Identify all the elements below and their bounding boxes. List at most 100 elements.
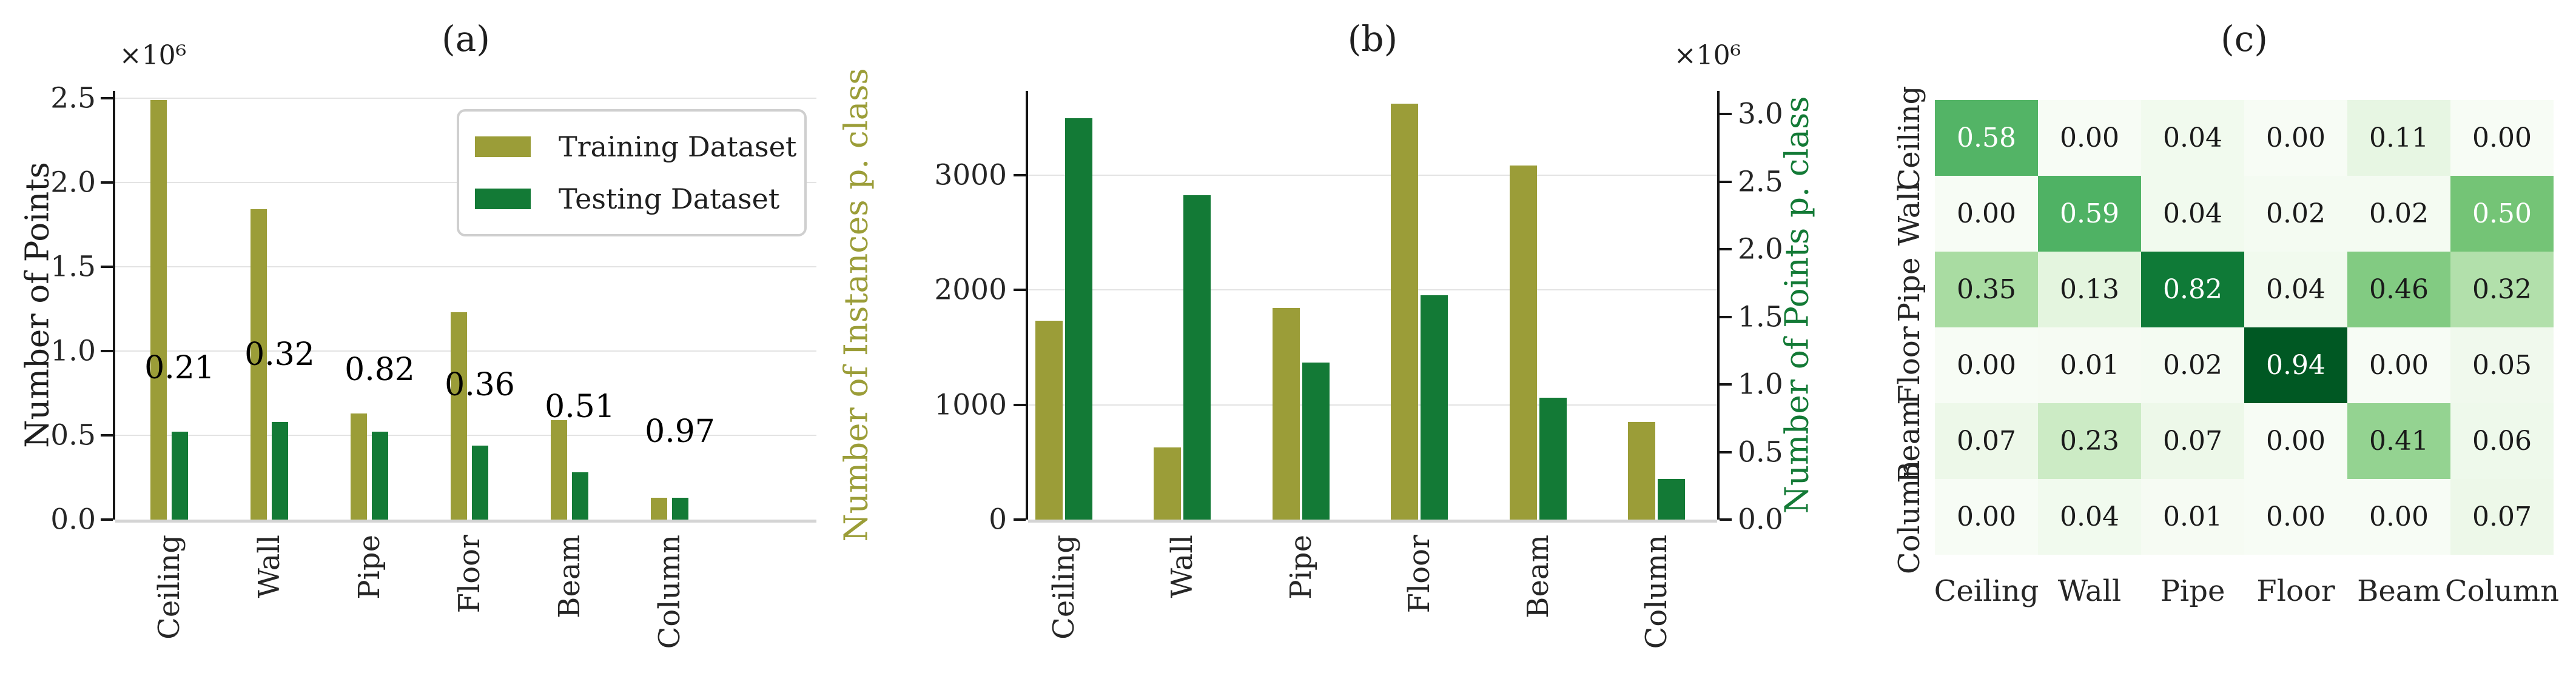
annotation-beam: 0.51 (545, 388, 615, 425)
training-dataset-label: Training Dataset (559, 130, 797, 164)
heatmap-cell-column-floor: 0.00 (2244, 479, 2347, 555)
left-y-tick-label: 0 (989, 503, 1007, 537)
x-tick-label-pipe: Pipe (1283, 535, 1318, 600)
x-tick-label-ceiling: Ceiling (152, 535, 186, 640)
heatmap-cell-wall-wall: 0.59 (2038, 176, 2141, 252)
y-axis-spine (113, 91, 115, 520)
heatmap-cell-floor-wall: 0.01 (2038, 327, 2141, 403)
panel-b-title: (b) (1347, 18, 1398, 59)
points-bar-floor (1421, 295, 1448, 520)
heatmap-cell-floor-ceiling: 0.00 (1935, 327, 2038, 403)
left-y-tick-mark (1014, 403, 1026, 406)
right-y-tick-mark (1720, 180, 1732, 183)
right-y-tick-mark (1720, 518, 1732, 521)
heatmap-col-label-pipe: Pipe (2160, 574, 2225, 608)
heatmap-col-label-floor: Floor (2256, 574, 2335, 608)
heatmap-cell-column-column: 0.07 (2450, 479, 2554, 555)
instances-bar-floor (1391, 104, 1419, 520)
training-bar-wall (251, 209, 267, 520)
x-tick-label-wall: Wall (252, 535, 286, 598)
y-tick-mark (101, 518, 113, 521)
legend: Training Dataset Testing Dataset (457, 109, 807, 236)
heatmap-cell-pipe-beam: 0.46 (2347, 252, 2450, 327)
gridline (1028, 289, 1717, 290)
right-y-tick-label: 2.5 (1738, 165, 1783, 198)
left-y-tick-label: 2000 (934, 273, 1007, 307)
heatmap-cell-beam-floor: 0.00 (2244, 403, 2347, 479)
right-y-tick-label: 0.5 (1738, 435, 1783, 469)
right-y-tick-mark (1720, 450, 1732, 453)
left-y-tick-label: 1000 (934, 388, 1007, 421)
y-tick-mark (101, 181, 113, 184)
annotation-wall: 0.32 (244, 336, 315, 373)
instances-bar-pipe (1272, 308, 1300, 520)
panel-b-exponent-label: ×10⁶ (1673, 40, 1741, 71)
gridline (1028, 174, 1717, 176)
heatmap-cell-beam-wall: 0.23 (2038, 403, 2141, 479)
heatmap-row-label-wall: Wall (1892, 182, 1926, 246)
annotation-floor: 0.36 (445, 366, 515, 403)
heatmap-cell-floor-column: 0.05 (2450, 327, 2554, 403)
heatmap-cell-pipe-floor: 0.04 (2244, 252, 2347, 327)
legend-item-testing: Testing Dataset (459, 182, 804, 215)
y-tick-label: 2.0 (50, 166, 96, 199)
points-bar-pipe (1302, 363, 1330, 520)
heatmap-cell-column-beam: 0.00 (2347, 479, 2450, 555)
instances-bar-ceiling (1035, 321, 1063, 520)
gridline (1028, 404, 1717, 406)
testing-dataset-swatch (475, 188, 531, 209)
heatmap-cell-wall-pipe: 0.04 (2141, 176, 2244, 252)
points-bar-wall (1183, 195, 1211, 520)
panel-a-title: (a) (442, 18, 490, 59)
heatmap-col-label-beam: Beam (2357, 574, 2441, 608)
panel-b-right-ylabel: Number of Points p. class (1778, 96, 1816, 514)
heatmap-cell-ceiling-floor: 0.00 (2244, 100, 2347, 176)
annotation-pipe: 0.82 (345, 351, 415, 388)
instances-bar-beam (1509, 166, 1537, 520)
heatmap-cell-beam-beam: 0.41 (2347, 403, 2450, 479)
heatmap-cell-floor-floor: 0.94 (2244, 327, 2347, 403)
heatmap-cell-ceiling-wall: 0.00 (2038, 100, 2141, 176)
heatmap-cell-ceiling-ceiling: 0.58 (1935, 100, 2038, 176)
panel-c-title: (c) (2221, 18, 2268, 59)
y-tick-label: 2.5 (50, 81, 96, 115)
y-tick-mark (101, 266, 113, 268)
left-y-tick-label: 3000 (934, 158, 1007, 192)
left-y-tick-mark (1014, 289, 1026, 291)
panel-b-left-ylabel: Number of Instances p. class (838, 68, 875, 542)
heatmap-cell-wall-column: 0.50 (2450, 176, 2554, 252)
training-dataset-swatch (475, 136, 531, 158)
instances-bar-column (1628, 421, 1655, 520)
legend-item-training: Training Dataset (459, 130, 804, 163)
heatmap-cell-pipe-column: 0.32 (2450, 252, 2554, 327)
heatmap-col-label-wall: Wall (2057, 574, 2122, 608)
heatmap-cell-pipe-wall: 0.13 (2038, 252, 2141, 327)
points-bar-ceiling (1065, 118, 1092, 520)
y-tick-label: 1.0 (50, 334, 96, 368)
heatmap-cell-ceiling-beam: 0.11 (2347, 100, 2450, 176)
y-tick-label: 0.5 (50, 418, 96, 452)
testing-bar-pipe (372, 432, 388, 520)
x-tick-label-beam: Beam (1521, 535, 1555, 618)
right-y-tick-label: 1.5 (1738, 300, 1783, 333)
testing-bar-column (672, 497, 688, 520)
training-bar-pipe (351, 413, 367, 520)
heatmap-cell-wall-floor: 0.02 (2244, 176, 2347, 252)
heatmap-cell-pipe-ceiling: 0.35 (1935, 252, 2038, 327)
heatmap-cell-floor-pipe: 0.02 (2141, 327, 2244, 403)
x-tick-label-column: Column (653, 535, 687, 649)
heatmap-cell-beam-ceiling: 0.07 (1935, 403, 2038, 479)
left-y-axis-spine (1026, 91, 1028, 520)
heatmap-row-label-ceiling: Ceiling (1892, 85, 1926, 190)
right-y-tick-label: 3.0 (1738, 97, 1783, 131)
gridline (115, 98, 816, 99)
right-y-tick-label: 0.0 (1738, 503, 1783, 537)
training-bar-beam (551, 420, 567, 520)
testing-bar-wall (272, 421, 288, 520)
left-y-tick-mark (1014, 518, 1026, 521)
x-tick-label-wall: Wall (1165, 535, 1200, 598)
x-tick-label-ceiling: Ceiling (1047, 535, 1081, 640)
right-y-tick-label: 2.0 (1738, 232, 1783, 266)
training-bar-floor (451, 312, 467, 520)
